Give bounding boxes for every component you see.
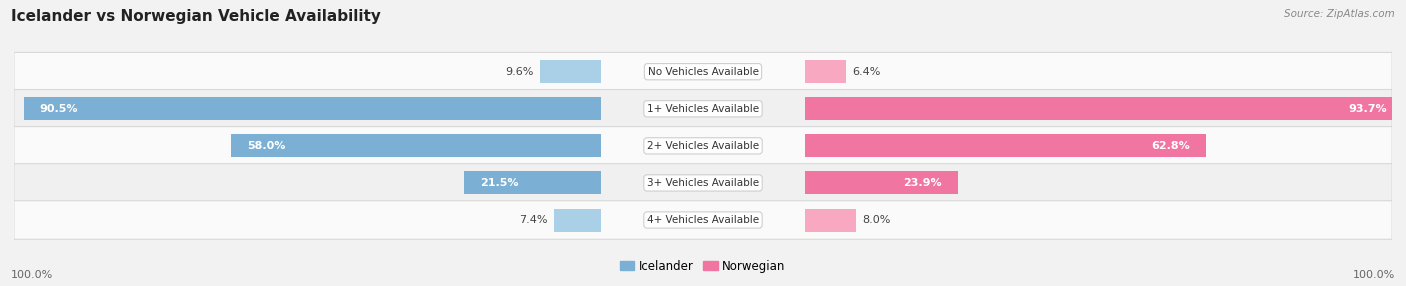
Text: 6.4%: 6.4% (852, 67, 880, 77)
Text: 93.7%: 93.7% (1348, 104, 1386, 114)
FancyBboxPatch shape (14, 52, 1392, 91)
Bar (806, 97, 1403, 120)
Text: 90.5%: 90.5% (39, 104, 79, 114)
Text: 21.5%: 21.5% (479, 178, 519, 188)
Text: 23.9%: 23.9% (903, 178, 942, 188)
Text: 100.0%: 100.0% (11, 270, 53, 280)
Text: 9.6%: 9.6% (505, 67, 533, 77)
Bar (806, 171, 957, 194)
Bar (554, 208, 600, 231)
FancyBboxPatch shape (14, 201, 1392, 239)
Bar (231, 134, 600, 157)
Text: 4+ Vehicles Available: 4+ Vehicles Available (647, 215, 759, 225)
FancyBboxPatch shape (14, 127, 1392, 165)
Text: 62.8%: 62.8% (1152, 141, 1189, 151)
Text: Source: ZipAtlas.com: Source: ZipAtlas.com (1284, 9, 1395, 19)
Bar (806, 208, 856, 231)
Text: 1+ Vehicles Available: 1+ Vehicles Available (647, 104, 759, 114)
Text: 58.0%: 58.0% (247, 141, 285, 151)
Text: 7.4%: 7.4% (519, 215, 547, 225)
Text: 2+ Vehicles Available: 2+ Vehicles Available (647, 141, 759, 151)
Bar (806, 60, 846, 83)
Text: 3+ Vehicles Available: 3+ Vehicles Available (647, 178, 759, 188)
FancyBboxPatch shape (14, 90, 1392, 128)
Bar (464, 171, 600, 194)
Bar (806, 134, 1206, 157)
Text: 8.0%: 8.0% (862, 215, 891, 225)
FancyBboxPatch shape (14, 164, 1392, 202)
Legend: Icelander, Norwegian: Icelander, Norwegian (616, 255, 790, 277)
Bar (24, 97, 600, 120)
Text: 100.0%: 100.0% (1353, 270, 1395, 280)
Text: Icelander vs Norwegian Vehicle Availability: Icelander vs Norwegian Vehicle Availabil… (11, 9, 381, 23)
Text: No Vehicles Available: No Vehicles Available (648, 67, 758, 77)
Bar (540, 60, 600, 83)
